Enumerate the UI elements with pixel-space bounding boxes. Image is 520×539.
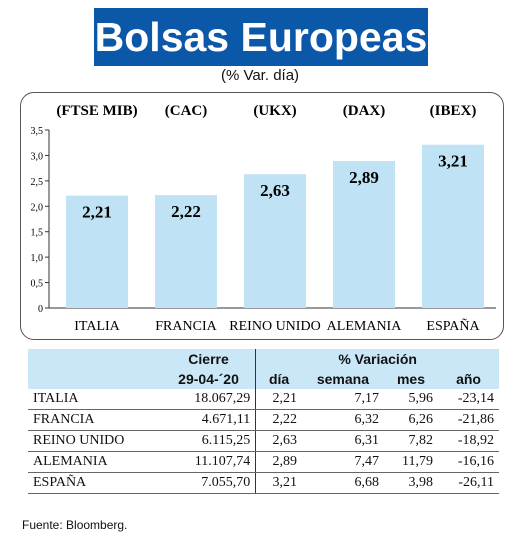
header-dia: día [255, 369, 302, 389]
index-label: (IBEX) [430, 103, 477, 119]
cell-country: REINO UNIDO [28, 430, 162, 452]
page-title: Bolsas Europeas [94, 8, 428, 66]
bar [244, 174, 306, 308]
y-tick-label: 2,0 [31, 202, 44, 213]
cell-cierre: 6.115,25 [161, 430, 256, 452]
index-label: (FTSE MIB) [56, 103, 137, 119]
y-tick-label: 3,0 [31, 151, 44, 162]
y-tick-label: 0,5 [31, 279, 44, 290]
bar-chart: 0 0,5 1,0 1,5 2,0 2,5 3,0 3,5 2,21 (FTSE MIB) ITAL… [31, 103, 496, 334]
cell-mes: 5,96 [383, 389, 439, 410]
cell-cierre: 7.055,70 [161, 472, 256, 494]
table-row: ALEMANIA 11.107,74 2,89 7,47 11,79 -16,16 [28, 451, 499, 473]
source-note: Fuente: Bloomberg. [22, 518, 128, 532]
cell-ano: -23,14 [438, 389, 499, 410]
y-tick-label: 3,5 [31, 126, 44, 137]
cell-semana: 7,47 [301, 451, 384, 473]
cell-cierre: 4.671,11 [161, 409, 256, 431]
cell-ano: -18,92 [438, 430, 499, 452]
bar [422, 144, 484, 308]
header-cierre: Cierre [161, 349, 256, 369]
category-label: REINO UNIDO [229, 319, 320, 334]
bar [333, 161, 395, 308]
category-label: ALEMANIA [327, 319, 403, 334]
chart-subtitle: (% Var. día) [220, 67, 300, 84]
y-tick-label: 1,0 [31, 253, 44, 264]
table-row: ITALIA 18.067,29 2,21 7,17 5,96 -23,14 [28, 389, 499, 410]
index-label: (UKX) [253, 103, 296, 119]
index-label: (CAC) [165, 103, 208, 119]
y-tick-label: 0 [38, 304, 43, 315]
cell-cierre: 18.067,29 [161, 389, 256, 410]
cell-cierre: 11.107,74 [161, 451, 256, 473]
cell-ano: -16,16 [438, 451, 499, 473]
data-label: 2,21 [82, 203, 112, 222]
cell-ano: -26,11 [438, 472, 499, 494]
bar [66, 195, 128, 308]
data-label: 2,22 [171, 202, 201, 221]
table-row: REINO UNIDO 6.115,25 2,63 6,31 7,82 -18,92 [28, 430, 499, 452]
cell-semana: 6,68 [301, 472, 384, 494]
cell-semana: 7,17 [301, 389, 384, 410]
table-row: ESPAÑA 7.055,70 3,21 6,68 3,98 -26,11 [28, 472, 499, 494]
category-label: ITALIA [74, 319, 120, 334]
table-sub-header-row: 29-04-´20 día semana mes año [28, 369, 499, 389]
header-date: 29-04-´20 [161, 369, 256, 389]
category-label: ESPAÑA [426, 318, 480, 334]
data-label: 3,21 [438, 152, 468, 171]
cell-mes: 11,79 [383, 451, 439, 473]
cell-ano: -21,86 [438, 409, 499, 431]
cell-semana: 6,32 [301, 409, 384, 431]
header-ano: año [438, 369, 499, 389]
header-empty [28, 349, 162, 369]
header-variacion: % Variación [255, 349, 499, 369]
cell-dia: 2,21 [255, 389, 302, 410]
cell-country: ESPAÑA [28, 472, 162, 494]
cell-mes: 3,98 [383, 472, 439, 494]
cell-mes: 7,82 [383, 430, 439, 452]
category-label: FRANCIA [155, 319, 217, 334]
index-label: (DAX) [343, 103, 386, 119]
cell-dia: 2,63 [255, 430, 302, 452]
header-empty-2 [28, 369, 162, 389]
chart-panel: 0 0,5 1,0 1,5 2,0 2,5 3,0 3,5 2,21 (FTSE MIB) ITAL… [20, 92, 504, 340]
y-tick-label: 1,5 [31, 228, 44, 239]
table-group-header-row: Cierre % Variación [28, 349, 499, 369]
header-semana: semana [301, 369, 384, 389]
cell-country: ITALIA [28, 389, 162, 410]
cell-dia: 2,22 [255, 409, 302, 431]
cell-semana: 6,31 [301, 430, 384, 452]
cell-dia: 3,21 [255, 472, 302, 494]
cell-country: ALEMANIA [28, 451, 162, 473]
data-label: 2,63 [260, 181, 290, 200]
cell-mes: 6,26 [383, 409, 439, 431]
table-row: FRANCIA 4.671,11 2,22 6,32 6,26 -21,86 [28, 409, 499, 431]
bar [155, 195, 217, 308]
y-tick-label: 2,5 [31, 177, 44, 188]
header-mes: mes [383, 369, 439, 389]
cell-country: FRANCIA [28, 409, 162, 431]
cell-dia: 2,89 [255, 451, 302, 473]
market-table: Cierre % Variación 29-04-´20 día semana … [28, 349, 499, 494]
data-label: 2,89 [349, 168, 379, 187]
